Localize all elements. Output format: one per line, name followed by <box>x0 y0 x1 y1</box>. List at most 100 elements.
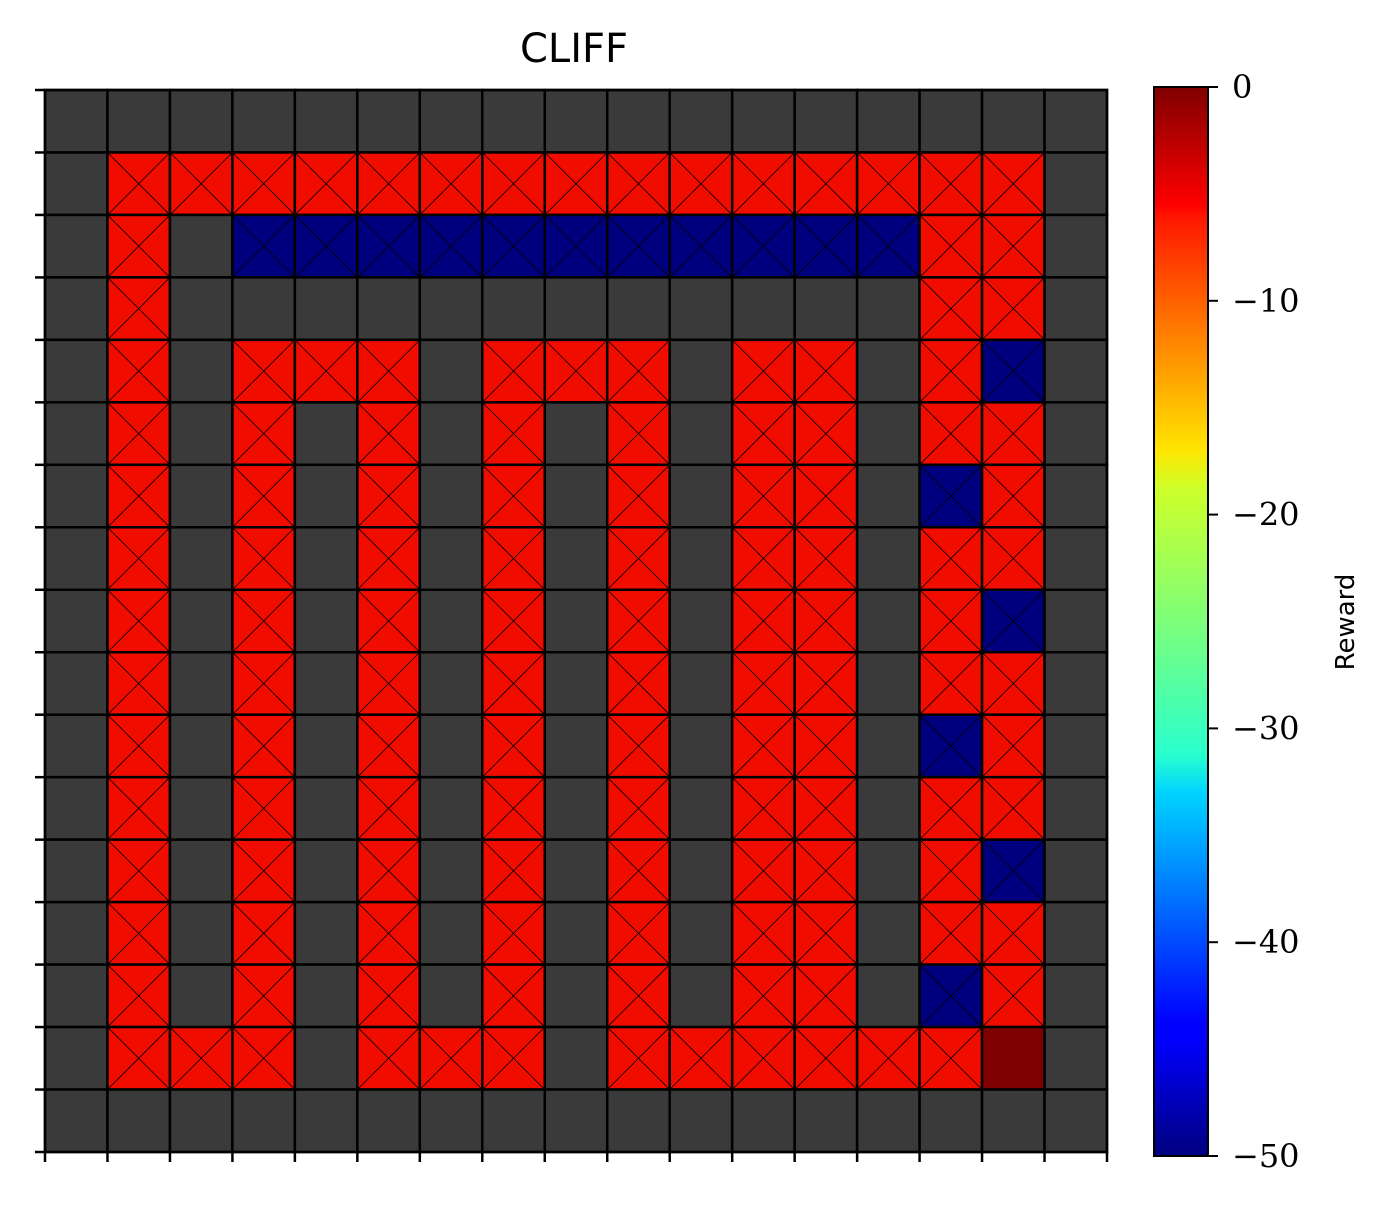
cell-cross-mark <box>731 776 795 840</box>
cell-cross-mark <box>232 589 296 653</box>
cell-cross-mark <box>919 339 983 403</box>
colorbar-tick-label: −40 <box>1232 923 1300 961</box>
cell-cross-mark <box>357 776 421 840</box>
cell-wall <box>418 650 484 716</box>
cell-cross-mark <box>107 277 171 341</box>
cell-wall <box>543 775 609 841</box>
cell-cross-mark <box>919 277 983 341</box>
cell-cross-mark <box>482 214 546 278</box>
cell-wall <box>481 1088 547 1154</box>
cell-wall <box>168 463 234 529</box>
cell-cross-mark <box>919 402 983 466</box>
cell-wall <box>481 88 547 154</box>
cell-cross-mark <box>107 901 171 965</box>
cell-cross-mark <box>981 402 1045 466</box>
cell-wall <box>1043 88 1109 154</box>
cell-wall <box>1043 1088 1109 1154</box>
cell-cross-mark <box>232 776 296 840</box>
cell-wall <box>168 276 234 342</box>
cell-wall <box>293 713 359 779</box>
cell-wall <box>668 463 734 529</box>
cell-cross-mark <box>357 464 421 528</box>
cell-cross-mark <box>981 214 1045 278</box>
cell-wall <box>168 713 234 779</box>
cell-wall <box>1043 1025 1109 1091</box>
cell-wall <box>793 1088 859 1154</box>
cell-cross-mark <box>107 527 171 591</box>
cell-cross-mark <box>794 589 858 653</box>
cell-cross-mark <box>482 651 546 715</box>
cell-cross-mark <box>981 776 1045 840</box>
cell-cross-mark <box>482 714 546 778</box>
cell-cross-mark <box>919 214 983 278</box>
cell-cross-mark <box>919 651 983 715</box>
cell-cross-mark <box>107 339 171 403</box>
cell-cross-mark <box>169 152 233 216</box>
chart-title: CLIFF <box>520 26 628 72</box>
cell-wall <box>168 401 234 467</box>
cell-cross-mark <box>981 277 1045 341</box>
cell-wall <box>855 338 921 404</box>
colorbar-tick-label: −20 <box>1232 496 1300 534</box>
cell-cross-mark <box>544 152 608 216</box>
cell-cross-mark <box>669 1026 733 1090</box>
cell-wall <box>168 1088 234 1154</box>
cell-cross-mark <box>544 339 608 403</box>
cell-cross-mark <box>232 402 296 466</box>
cell-cross-mark <box>794 651 858 715</box>
cell-cross-mark <box>606 901 670 965</box>
cell-wall <box>980 88 1046 154</box>
cell-cross-mark <box>606 589 670 653</box>
cell-cross-mark <box>107 714 171 778</box>
cell-cross-mark <box>606 527 670 591</box>
cell-wall <box>356 88 422 154</box>
cell-wall <box>418 401 484 467</box>
cell-wall <box>855 276 921 342</box>
cell-wall <box>43 900 109 966</box>
cell-wall <box>668 963 734 1029</box>
cell-cross-mark <box>107 464 171 528</box>
cell-wall <box>418 775 484 841</box>
cell-cross-mark <box>794 776 858 840</box>
colorbar-tick-label: −10 <box>1232 282 1300 320</box>
cell-wall <box>231 276 297 342</box>
cell-wall <box>43 338 109 404</box>
cell-wall <box>418 88 484 154</box>
cell-cross-mark <box>107 402 171 466</box>
cell-wall <box>668 1088 734 1154</box>
cell-cross-mark <box>669 214 733 278</box>
cell-wall <box>543 526 609 592</box>
cell-cross-mark <box>981 714 1045 778</box>
cell-wall <box>43 775 109 841</box>
cell-cross-mark <box>107 964 171 1028</box>
cell-wall <box>1043 650 1109 716</box>
cell-cross-mark <box>232 152 296 216</box>
cell-cross-mark <box>606 464 670 528</box>
cell-cross-mark <box>357 839 421 903</box>
cell-wall <box>855 838 921 904</box>
cell-wall <box>43 713 109 779</box>
cell-wall <box>43 463 109 529</box>
cell-cross-mark <box>482 402 546 466</box>
cell-cross-mark <box>919 464 983 528</box>
cell-cross-mark <box>107 776 171 840</box>
cell-cross-mark <box>981 339 1045 403</box>
cell-wall <box>418 838 484 904</box>
cell-cross-mark <box>232 1026 296 1090</box>
cell-wall <box>1043 276 1109 342</box>
cell-cross-mark <box>107 839 171 903</box>
cell-wall <box>293 963 359 1029</box>
cell-cross-mark <box>482 589 546 653</box>
cell-wall <box>43 963 109 1029</box>
cell-cross-mark <box>419 214 483 278</box>
cell-cross-mark <box>482 527 546 591</box>
cell-wall <box>543 88 609 154</box>
cell-wall <box>168 588 234 654</box>
cell-wall <box>168 88 234 154</box>
cell-cross-mark <box>731 1026 795 1090</box>
cell-cross-mark <box>794 964 858 1028</box>
cell-cross-mark <box>482 1026 546 1090</box>
cell-cross-mark <box>357 1026 421 1090</box>
cell-cross-mark <box>731 714 795 778</box>
